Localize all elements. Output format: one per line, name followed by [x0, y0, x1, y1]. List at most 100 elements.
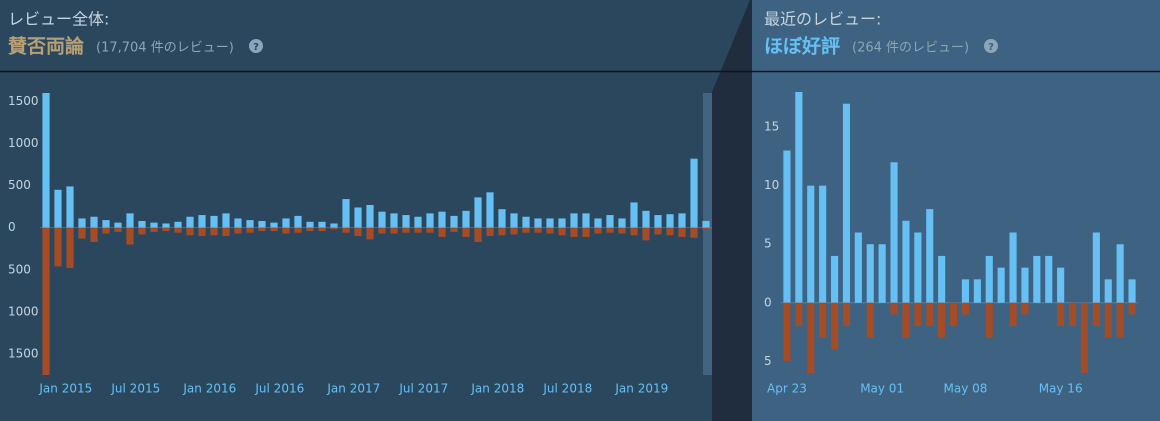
zoom-wedge: [712, 0, 752, 421]
bar: [783, 150, 791, 303]
x-tick-label: Jul 2015: [110, 382, 160, 396]
bar: [486, 192, 494, 228]
bar: [258, 220, 266, 228]
bar: [973, 279, 981, 303]
bar: [842, 103, 851, 303]
x-tick-label: Jan 2019: [614, 382, 668, 396]
y-tick-label: 1000: [8, 136, 39, 150]
bar: [558, 227, 566, 236]
bar: [1092, 302, 1100, 327]
bar: [926, 302, 934, 327]
bar: [390, 213, 398, 228]
bar: [1057, 267, 1065, 303]
y-tick-label: 1000: [8, 304, 39, 318]
bar: [426, 213, 434, 228]
bar: [534, 218, 542, 228]
bar: [150, 227, 158, 232]
bar: [534, 227, 542, 233]
bar: [666, 227, 674, 236]
bar: [126, 227, 134, 245]
bar: [210, 227, 218, 236]
bar: [642, 210, 650, 228]
bar: [890, 302, 898, 315]
bar: [1057, 302, 1065, 327]
bar: [234, 218, 242, 228]
bar: [618, 227, 626, 234]
overall-count: (17,704 件のレビュー): [96, 41, 234, 56]
bar: [198, 215, 206, 228]
bar: [582, 227, 590, 237]
bar: [366, 227, 374, 240]
bar: [66, 227, 74, 269]
x-tick-label: Jan 2017: [326, 382, 380, 396]
bar: [126, 213, 134, 228]
bar: [1045, 255, 1053, 303]
bar: [186, 216, 194, 228]
bar: [330, 223, 338, 228]
bar: [318, 221, 326, 228]
bar: [474, 197, 482, 228]
bar: [854, 232, 862, 303]
bar: [938, 302, 946, 338]
y-tick-label: 5: [764, 354, 772, 368]
bar: [690, 227, 698, 238]
help-icon[interactable]: ?: [984, 39, 998, 53]
bar: [795, 92, 803, 303]
bar: [354, 207, 362, 228]
bar: [902, 220, 910, 303]
x-tick-label: May 16: [1039, 382, 1083, 396]
bar: [546, 227, 554, 234]
bar: [138, 227, 146, 235]
bar: [582, 213, 590, 228]
bar: [618, 218, 626, 228]
bar: [807, 302, 815, 373]
bar: [866, 244, 874, 303]
bar: [198, 227, 206, 237]
bar: [830, 302, 839, 350]
bar: [1021, 267, 1029, 303]
bar: [282, 227, 290, 234]
bar: [642, 227, 650, 241]
bar: [78, 227, 86, 239]
bar: [246, 220, 254, 228]
bar: [270, 222, 278, 228]
recent-title: 最近のレビュー:: [764, 10, 881, 29]
bar: [842, 302, 851, 327]
bar: [342, 227, 350, 233]
bar: [702, 220, 710, 228]
bar: [414, 216, 422, 228]
bar: [174, 227, 182, 233]
y-tick-label: 1500: [8, 94, 39, 108]
bar: [162, 227, 170, 232]
bar: [938, 255, 946, 303]
help-icon[interactable]: ?: [249, 39, 263, 53]
bar: [926, 209, 934, 303]
bar: [426, 227, 434, 233]
x-tick-label: Apr 23: [767, 382, 807, 396]
bar: [1128, 279, 1136, 303]
bar: [997, 267, 1005, 303]
x-tick-label: Jul 2016: [254, 382, 304, 396]
y-tick-label: 500: [8, 178, 31, 192]
bar: [138, 220, 146, 228]
bar: [1068, 302, 1077, 327]
x-tick-label: Jan 2015: [38, 382, 92, 396]
bar: [498, 227, 506, 236]
bar: [1009, 232, 1017, 303]
bar: [282, 218, 290, 228]
bar: [54, 189, 62, 228]
bar: [78, 218, 86, 228]
bar: [914, 232, 922, 303]
y-tick-label: 15: [764, 120, 779, 134]
bar: [222, 213, 230, 228]
bar: [258, 227, 266, 232]
bar: [949, 302, 958, 327]
bar: [294, 227, 302, 233]
bar: [985, 255, 993, 303]
bar: [390, 227, 398, 234]
bar: [210, 215, 218, 228]
bar: [450, 227, 458, 232]
recent-count: (264 件のレビュー): [852, 41, 969, 56]
bar: [866, 302, 874, 338]
